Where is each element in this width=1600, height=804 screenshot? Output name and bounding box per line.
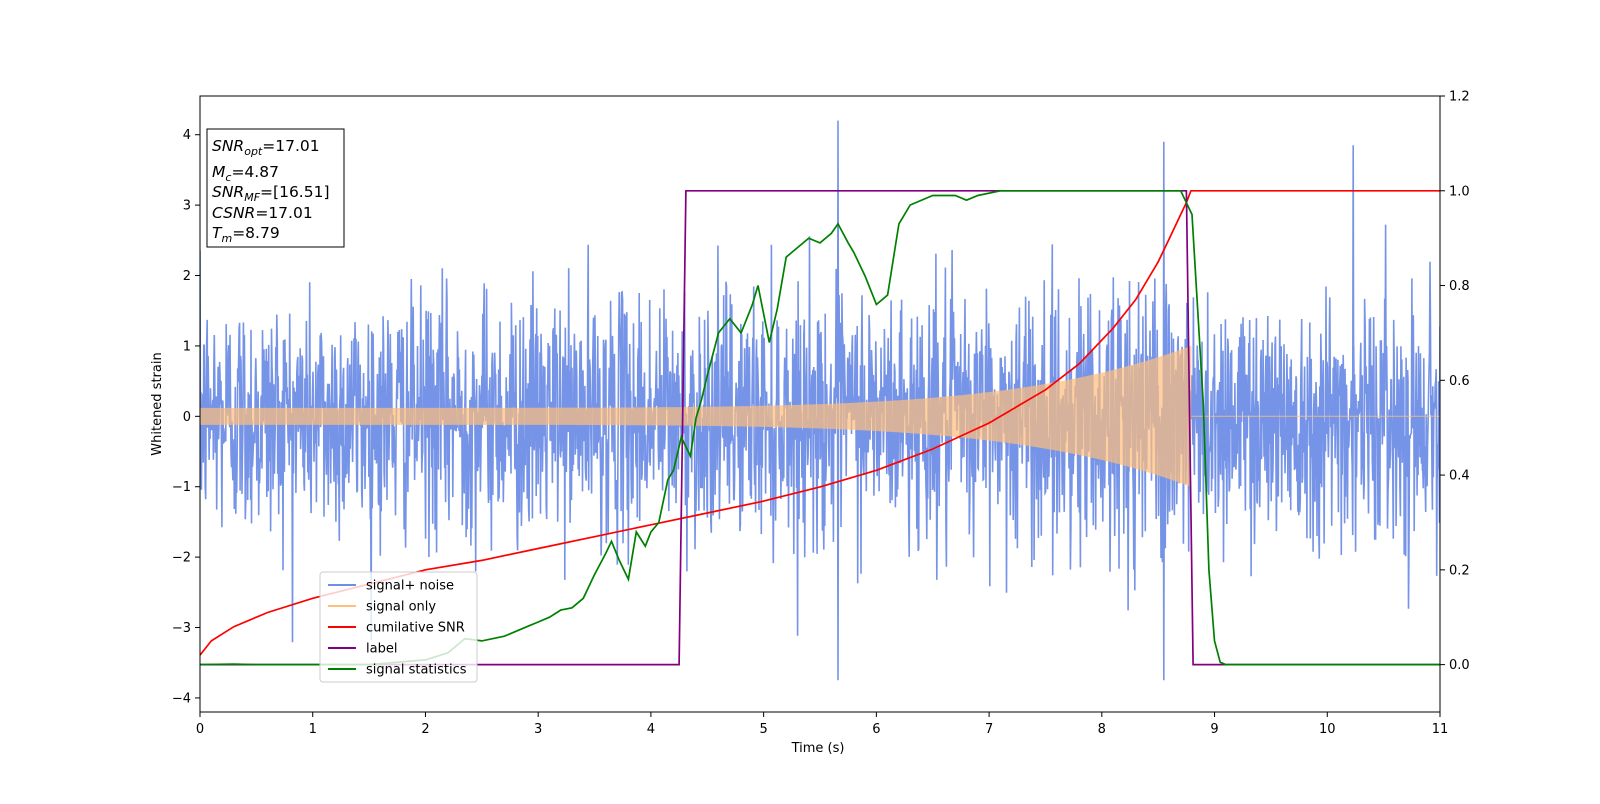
info-tm: Tm=8.79 [212,224,280,245]
legend-label-signal-only: signal only [366,600,436,615]
x-tick-label: 0 [196,722,204,737]
x-tick-label: 4 [647,722,655,737]
x-tick-label: 11 [1432,722,1449,737]
y2-tick-label: 0.4 [1449,469,1470,484]
x-tick-label: 1 [309,722,317,737]
y-axis-label: Whitened strain [150,352,165,455]
y-tick-label: −1 [172,480,191,495]
legend-label-signal-noise: signal+ noise [366,579,454,594]
info-csnr: CSNR=17.01 [212,204,313,222]
info-snr-opt: SNRopt=17.01 [212,137,320,158]
x-tick-label: 8 [1098,722,1106,737]
info-box-frame [206,128,345,248]
x-tick-label: 2 [421,722,429,737]
y-tick-label: 3 [183,199,191,214]
x-tick-label: 6 [872,722,880,737]
y-tick-label: 0 [183,410,191,425]
y-tick-label: −2 [172,551,191,566]
y-axis-left: −4 −3 −2 −1 0 1 2 3 4 [172,128,200,706]
legend-label-signal-statistics: signal statistics [366,663,467,678]
y-tick-label: −4 [172,691,191,706]
x-tick-label: 7 [985,722,993,737]
x-tick-label: 9 [1210,722,1218,737]
x-tick-label: 3 [534,722,542,737]
x-tick-label: 5 [759,722,767,737]
x-axis: 0 1 2 3 4 5 6 7 8 9 10 11 [196,712,1448,737]
signal-only-series [200,345,1440,487]
plot-frame [199,95,1441,713]
x-tick-label: 10 [1319,722,1336,737]
signal-only-line [200,345,1440,487]
info-mc: Mc=4.87 [212,163,279,184]
info-snr-mf: SNRMF=[16.51] [212,183,330,204]
legend-label-label: label [366,642,397,657]
y-axis-right: 0.0 0.2 0.4 0.6 0.8 1.0 1.2 [1440,90,1470,673]
y2-tick-label: 0.2 [1449,563,1470,578]
y-tick-label: −3 [172,621,191,636]
y2-tick-label: 1.2 [1449,90,1470,105]
plot-area [200,120,1440,681]
legend: signal+ noise signal only cumilative SNR la… [319,571,478,683]
y2-tick-label: 0.6 [1449,374,1470,389]
y-tick-label: 2 [183,269,191,284]
x-axis-label: Time (s) [791,741,845,756]
signal-noise-line [200,120,1440,681]
y2-tick-label: 0.0 [1449,658,1470,673]
signal-noise-series [200,120,1440,681]
y2-tick-label: 0.8 [1449,279,1470,294]
y-tick-label: 1 [183,339,191,354]
info-box: SNRopt=17.01 Mc=4.87 SNRMF=[16.51] CSNR=… [206,128,345,248]
signal-statistics-line [200,189,1440,666]
y-tick-label: 4 [183,128,191,143]
legend-frame [319,571,478,683]
legend-label-cumilative-snr: cumilative SNR [366,621,465,636]
y2-tick-label: 1.0 [1449,184,1470,199]
